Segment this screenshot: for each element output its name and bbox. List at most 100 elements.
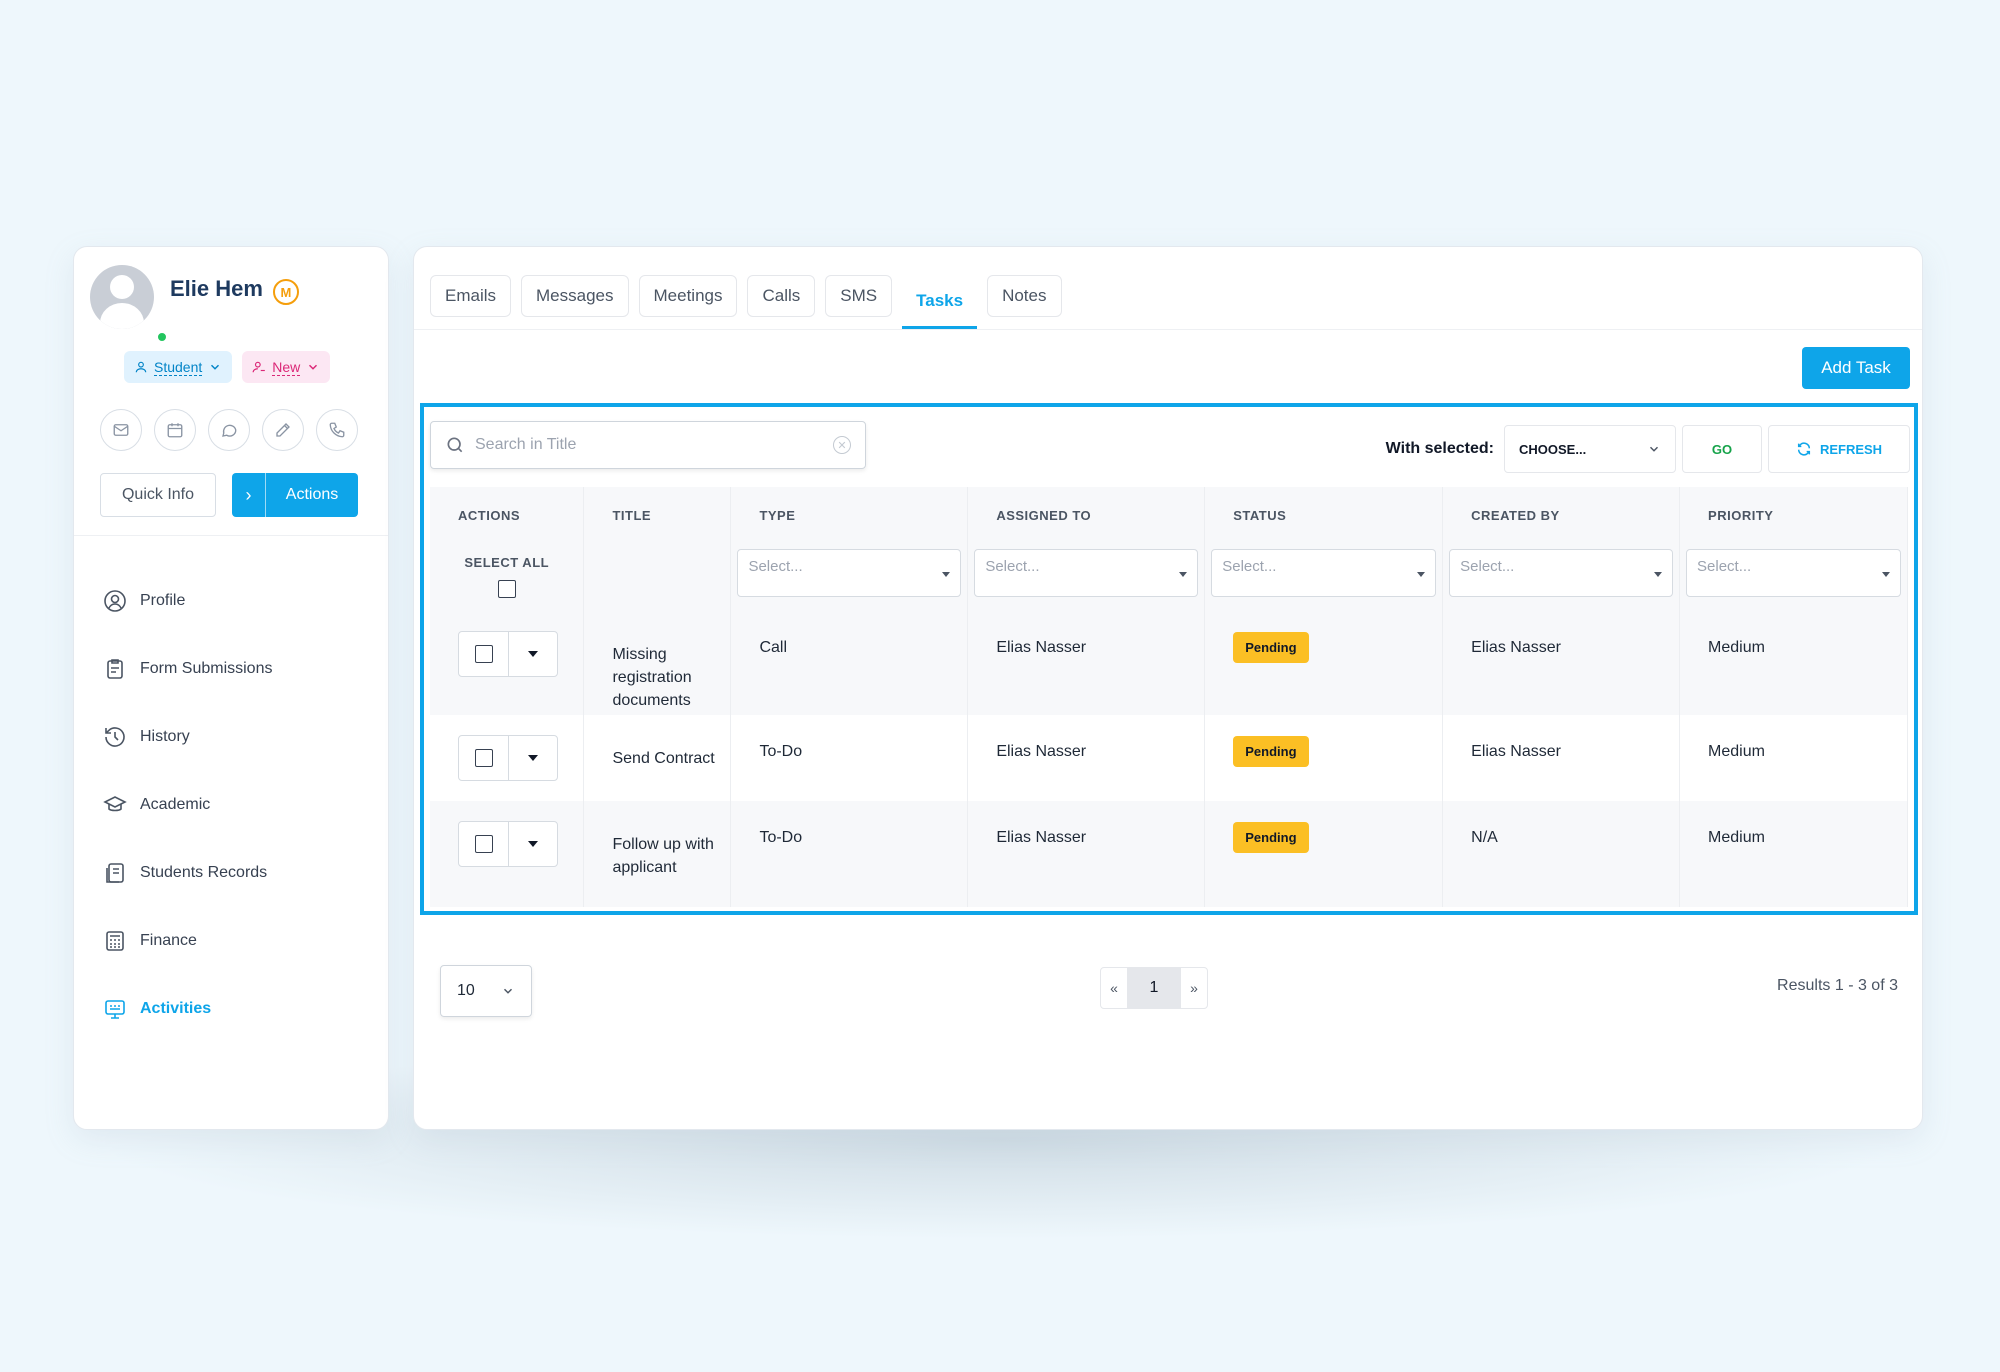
status-new-chip[interactable]: New: [242, 351, 331, 383]
task-created-by: Elias Nasser: [1442, 611, 1681, 715]
row-checkbox[interactable]: [474, 835, 493, 853]
chevron-right-icon: ›: [232, 473, 266, 517]
divider: [414, 329, 1922, 330]
sidebar-item-label: History: [140, 728, 190, 745]
task-priority: Medium: [1679, 801, 1908, 907]
row-action-group: [458, 735, 558, 781]
graduation-icon: [102, 792, 128, 818]
row-action-dropdown[interactable]: [509, 632, 557, 676]
refresh-icon: [1797, 442, 1811, 456]
mail-icon[interactable]: [100, 409, 142, 451]
row-checkbox[interactable]: [474, 645, 493, 663]
tab-meetings[interactable]: Meetings: [638, 275, 738, 317]
caret-down-icon: [1179, 572, 1188, 577]
column-header-status[interactable]: STATUS: [1204, 487, 1444, 543]
caret-down-icon: [1882, 572, 1890, 577]
status-badge: Pending: [1233, 632, 1309, 663]
sidebar-item-activities[interactable]: Activities: [102, 975, 272, 1043]
page-size-select[interactable]: 10: [440, 965, 532, 1017]
row-actions-cell: [430, 611, 585, 715]
next-page-button[interactable]: »: [1190, 980, 1198, 996]
column-header-type[interactable]: TYPE: [730, 487, 969, 543]
filter-placeholder: Select...: [1697, 558, 1752, 575]
task-title: Send Contract: [583, 715, 732, 801]
task-created-by: Elias Nasser: [1442, 715, 1681, 801]
pagination: « 1 »: [1100, 967, 1208, 1009]
filter-placeholder: Select...: [985, 558, 1040, 575]
tab-messages[interactable]: Messages: [521, 275, 629, 317]
column-header-created-by[interactable]: CREATED BY: [1442, 487, 1681, 543]
row-checkbox[interactable]: [474, 749, 493, 767]
task-priority: Medium: [1679, 715, 1908, 801]
column-header-title[interactable]: TITLE: [583, 487, 732, 543]
task-status-cell: Pending: [1204, 801, 1444, 907]
row-actions-cell: [430, 801, 585, 907]
table-header-row: ACTIONS TITLE TYPE ASSIGNED TO STATUS CR…: [430, 487, 1908, 543]
sidebar-item-finance[interactable]: Finance: [102, 907, 272, 975]
column-header-assigned-to[interactable]: ASSIGNED TO: [967, 487, 1206, 543]
select-all-checkbox[interactable]: [497, 580, 516, 598]
chevron-down-icon: [503, 988, 513, 994]
row-checkbox-wrap: [459, 736, 509, 780]
go-button[interactable]: GO: [1682, 425, 1762, 473]
title-filter-cell: [583, 543, 732, 611]
row-action-dropdown[interactable]: [509, 736, 557, 780]
bulk-action-select[interactable]: CHOOSE...: [1504, 425, 1676, 473]
task-assigned-to: Elias Nasser: [967, 715, 1206, 801]
tab-tasks[interactable]: Tasks: [902, 275, 978, 329]
page-size-value: 10: [457, 982, 475, 999]
chat-icon[interactable]: [208, 409, 250, 451]
created-by-filter-select[interactable]: Select...: [1449, 549, 1674, 597]
actions-button[interactable]: › Actions: [232, 473, 358, 517]
student-type-chip[interactable]: Student: [124, 351, 233, 383]
sidebar-item-label: Finance: [140, 932, 197, 949]
filter-placeholder: Select...: [748, 558, 803, 575]
table-row: Send Contract To-Do Elias Nasser Pending…: [430, 715, 1908, 801]
tab-notes[interactable]: Notes: [987, 275, 1062, 317]
table-row: Missing registration documents Call Elia…: [430, 611, 1908, 715]
search-input[interactable]: Search in Title ✕: [430, 421, 866, 469]
filter-placeholder: Select...: [1222, 558, 1277, 575]
type-filter-select[interactable]: Select...: [737, 549, 962, 597]
prev-page-button[interactable]: «: [1110, 980, 1118, 996]
tab-calls[interactable]: Calls: [747, 275, 816, 317]
chevron-down-icon: [1649, 446, 1659, 452]
sidebar-item-label: Activities: [140, 1000, 212, 1017]
student-chip-label: Student: [154, 358, 203, 376]
task-type: To-Do: [730, 715, 969, 801]
priority-filter-select[interactable]: Select...: [1686, 549, 1901, 597]
refresh-button[interactable]: REFRESH: [1768, 425, 1910, 473]
profile-header: Elie Hem M: [90, 265, 299, 343]
form-icon: [102, 656, 128, 682]
sidebar-item-form-submissions[interactable]: Form Submissions: [102, 635, 272, 703]
search-placeholder: Search in Title: [475, 436, 577, 453]
tab-emails[interactable]: Emails: [430, 275, 512, 317]
activity-tabs: Emails Messages Meetings Calls SMS Tasks…: [430, 275, 1062, 329]
user-name: Elie Hem: [170, 276, 263, 301]
row-action-dropdown[interactable]: [509, 822, 557, 866]
calculator-icon: [102, 928, 128, 954]
task-title: Follow up with applicant: [583, 801, 732, 907]
calendar-icon[interactable]: [154, 409, 196, 451]
sidebar-item-history[interactable]: History: [102, 703, 272, 771]
status-badge: Pending: [1233, 822, 1309, 853]
assigned-to-filter-select[interactable]: Select...: [974, 549, 1199, 597]
tab-sms[interactable]: SMS: [825, 275, 893, 317]
status-filter-select[interactable]: Select...: [1211, 549, 1437, 597]
phone-icon[interactable]: [316, 409, 358, 451]
profile-sidebar: Elie Hem M Student New Qui: [73, 246, 389, 1130]
sidebar-item-label: Students Records: [140, 864, 268, 881]
status-badge: Pending: [1233, 736, 1309, 767]
add-task-button[interactable]: Add Task: [1802, 347, 1910, 389]
task-priority: Medium: [1679, 611, 1908, 715]
edit-icon[interactable]: [262, 409, 304, 451]
column-header-priority[interactable]: PRIORITY: [1679, 487, 1908, 543]
page-number-button[interactable]: 1: [1127, 968, 1181, 1008]
clear-search-icon[interactable]: ✕: [833, 436, 851, 454]
sidebar-item-profile[interactable]: Profile: [102, 567, 272, 635]
avatar[interactable]: [90, 265, 154, 329]
sidebar-item-academic[interactable]: Academic: [102, 771, 272, 839]
quick-info-button[interactable]: Quick Info: [100, 473, 216, 517]
user-circle-icon: [102, 588, 128, 614]
sidebar-item-students-records[interactable]: Students Records: [102, 839, 272, 907]
